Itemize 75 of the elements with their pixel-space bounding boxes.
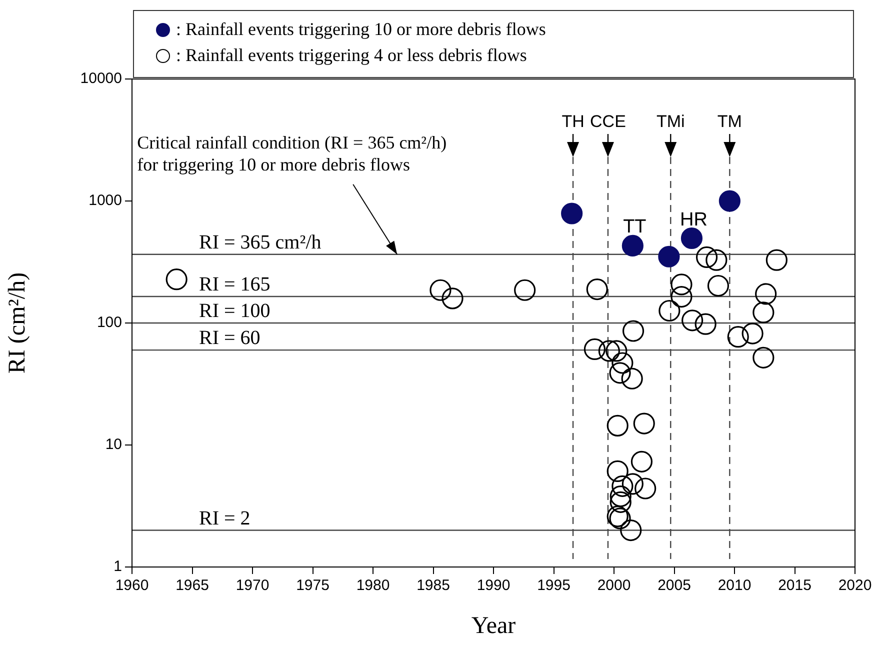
point	[612, 475, 634, 497]
point	[606, 460, 628, 482]
point	[752, 346, 774, 368]
legend-label: : Rainfall events triggering 10 or more debris flows	[176, 19, 546, 40]
point	[752, 302, 774, 324]
point	[766, 249, 788, 271]
point	[561, 202, 583, 224]
point	[620, 519, 642, 542]
point	[742, 322, 764, 344]
point	[633, 412, 655, 434]
point	[609, 362, 631, 384]
point	[696, 246, 718, 268]
point	[670, 286, 692, 308]
point	[430, 279, 452, 301]
point	[610, 485, 632, 508]
point	[584, 338, 606, 360]
point	[658, 300, 680, 322]
legend-label: : Rainfall events triggering 4 or less debris flows	[176, 45, 527, 66]
x-axis-title: Year	[471, 612, 516, 639]
x-tick-label: 1990	[476, 577, 510, 594]
point	[514, 279, 536, 301]
annotation: TT	[623, 216, 647, 238]
ref-line-label: CCE	[590, 112, 626, 131]
point	[706, 249, 728, 271]
y-tick-label: 10000	[80, 70, 122, 88]
point	[166, 268, 188, 290]
point	[612, 352, 634, 374]
point	[727, 326, 749, 348]
x-tick-label: 1985	[416, 577, 450, 594]
x-tick-label: 1970	[236, 577, 270, 594]
x-tick-label: 1960	[115, 577, 149, 594]
x-tick-label: 2000	[597, 577, 631, 594]
point	[680, 227, 703, 250]
y-tick-label: 1	[114, 558, 122, 576]
point	[610, 491, 632, 513]
point	[682, 310, 704, 332]
x-tick-label: 2005	[658, 577, 691, 594]
y-tick-label: 100	[96, 314, 122, 332]
y-axis-title: RI (cm²/h)	[4, 272, 31, 374]
point	[718, 190, 740, 212]
point	[634, 478, 656, 500]
y-tick-label: 1000	[88, 192, 122, 210]
point	[442, 288, 464, 310]
point	[622, 234, 644, 257]
point	[622, 473, 644, 495]
point	[630, 450, 653, 472]
x-tick-label: 1965	[176, 577, 209, 594]
annotation: Critical rainfall condition (RI = 365 cm²/h) for triggering 10 or more debris flows	[137, 132, 447, 174]
point	[670, 274, 692, 296]
point	[755, 283, 777, 305]
x-tick-label: 1995	[537, 577, 570, 594]
point	[598, 340, 620, 362]
x-tick-label: 1975	[296, 577, 330, 594]
ref-line-label: RI = 165	[199, 273, 270, 296]
point	[622, 320, 644, 342]
ref-line-label: RI = 60	[199, 327, 260, 350]
annotation: HR	[680, 209, 708, 230]
x-tick-label: 2015	[778, 577, 812, 594]
point	[621, 368, 643, 390]
point	[606, 340, 628, 362]
ref-line-label: RI = 2	[199, 507, 250, 530]
ref-line-label: TM	[717, 112, 742, 131]
ref-line-label: TH	[562, 112, 584, 131]
point	[606, 414, 628, 436]
y-tick-label: 10	[105, 436, 122, 454]
point	[694, 313, 716, 335]
x-tick-label: 1980	[356, 577, 390, 594]
x-tick-label: 2010	[718, 577, 752, 594]
point	[658, 246, 680, 268]
point	[586, 278, 608, 300]
ref-line-label: RI = 365 cm²/h	[199, 231, 322, 254]
ref-line-label: TMi	[656, 112, 685, 131]
point	[707, 274, 730, 297]
x-tick-label: 2020	[838, 577, 872, 594]
ref-line-label: RI = 100	[199, 300, 270, 322]
